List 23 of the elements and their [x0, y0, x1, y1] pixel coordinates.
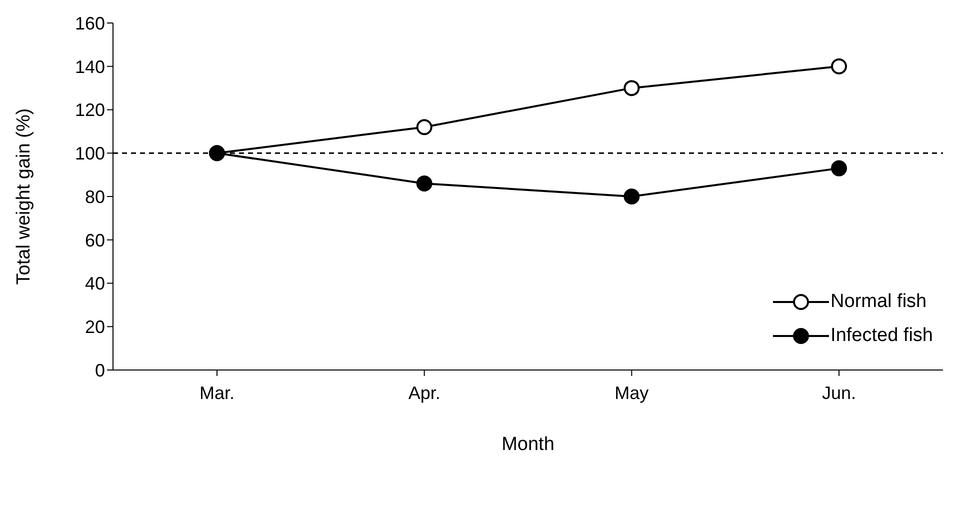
y-tick-label: 160: [74, 13, 105, 34]
x-tick-label: Mar.: [199, 382, 235, 403]
point: [416, 119, 432, 136]
point: [624, 80, 640, 96]
x-tick-label: Jun.: [822, 382, 856, 403]
y-axis-title: Total weight gain (%): [14, 108, 35, 285]
point: [416, 175, 432, 192]
y-tick-label: 120: [74, 100, 105, 120]
x-tick-label: May: [614, 382, 649, 403]
y-tick-label: 0: [94, 360, 105, 380]
y-tick-label: 80: [84, 186, 105, 207]
legend-label: Normal fish: [830, 291, 927, 313]
y-tick-label: 20: [84, 317, 105, 338]
y-tick-label: 140: [74, 56, 105, 77]
x-tick-label: Apr.: [408, 382, 440, 403]
y-tick-label: 60: [84, 230, 105, 250]
legend-label: Infected fish: [830, 325, 933, 347]
x-axis-title: Month: [502, 434, 554, 455]
point: [831, 58, 847, 74]
y-tick-label: 100: [74, 144, 105, 164]
point: [624, 188, 640, 204]
point: [831, 160, 847, 176]
y-tick-label: 40: [84, 274, 105, 294]
